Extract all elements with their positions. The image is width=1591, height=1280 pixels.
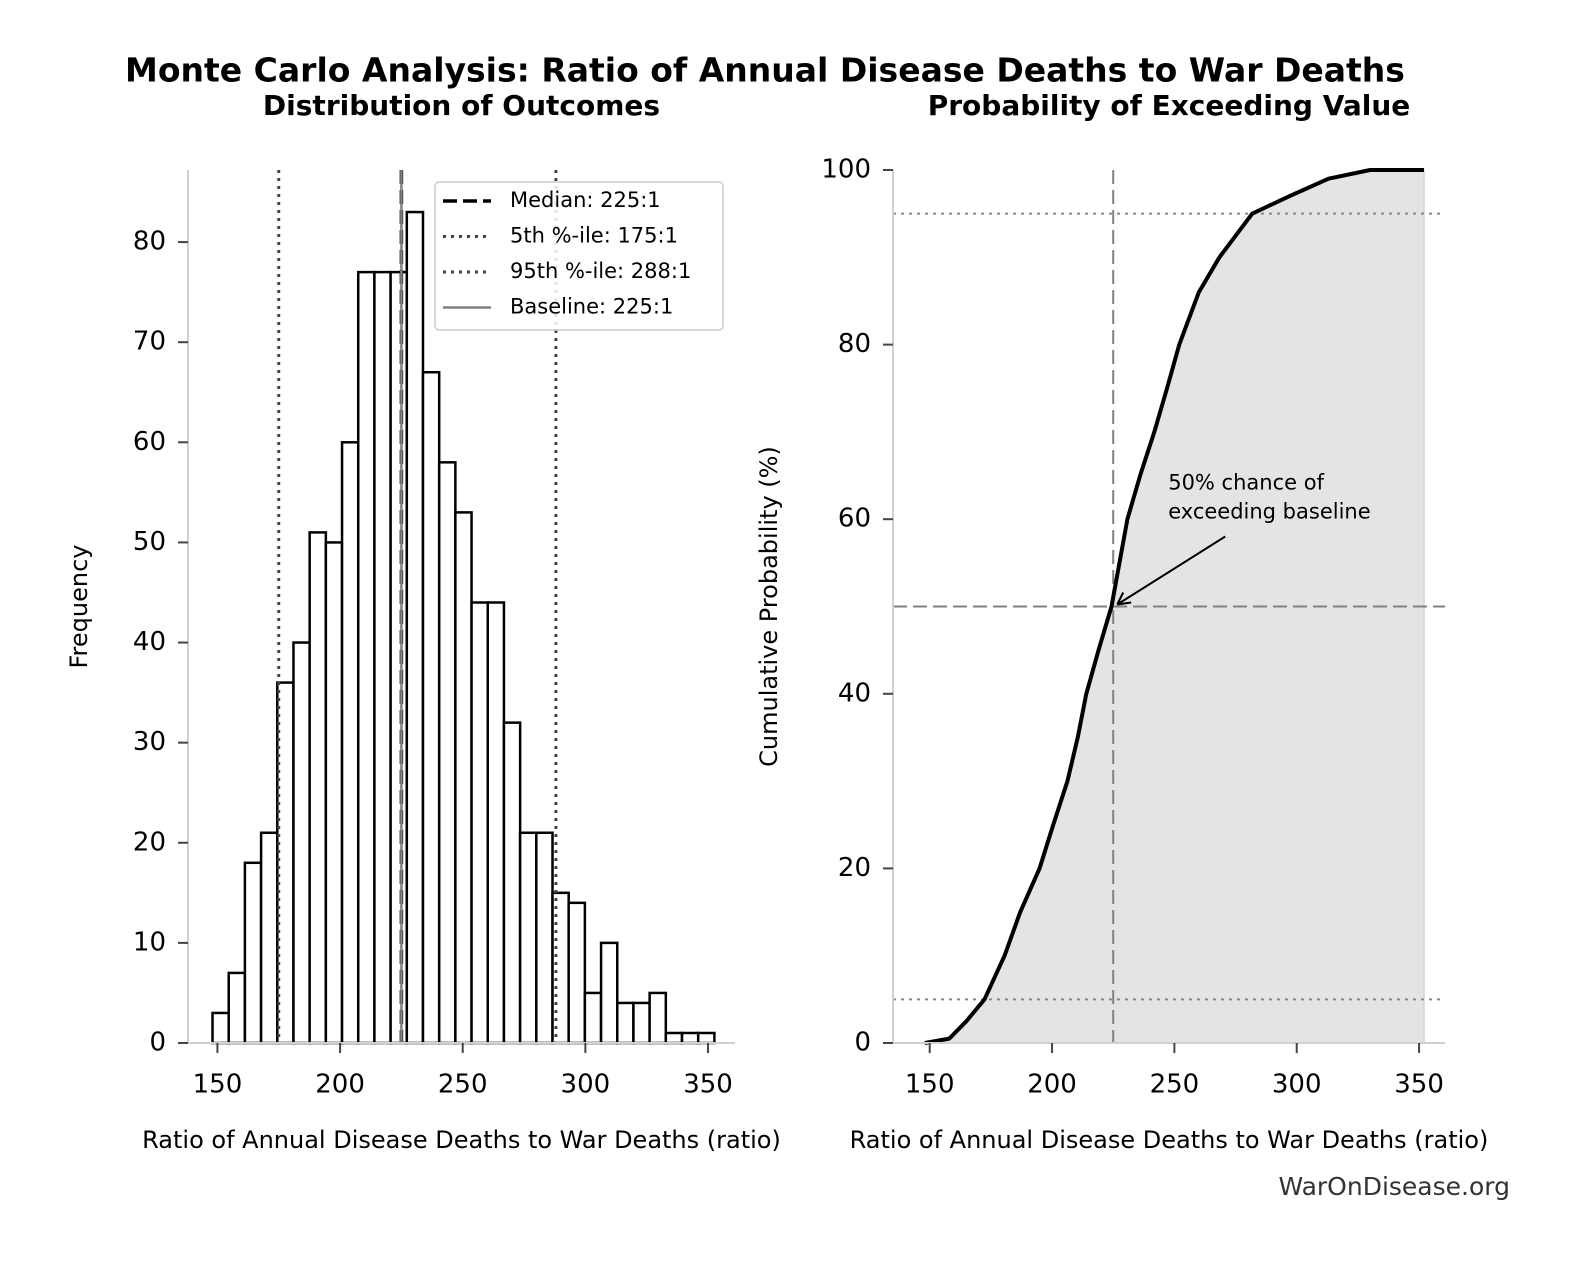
y-tick-label: 100 — [821, 155, 871, 185]
y-tick-label: 60 — [838, 504, 871, 534]
bar — [632, 1001, 651, 1045]
legend-box — [434, 181, 724, 331]
bar — [518, 831, 538, 1045]
legend-label: Median: 225:1 — [510, 188, 661, 212]
y-tick-label: 20 — [838, 853, 871, 883]
bar — [470, 601, 489, 1045]
bar — [502, 721, 522, 1045]
x-tick-label: 250 — [438, 1070, 488, 1100]
bar — [616, 1001, 635, 1045]
y-tick-label: 50 — [133, 527, 166, 557]
annotation-text: exceeding baseline — [1168, 500, 1370, 524]
subplot-title: Probability of Exceeding Value — [928, 89, 1411, 122]
y-tick-label: 0 — [854, 1028, 871, 1058]
x-tick-label: 350 — [1394, 1070, 1444, 1100]
bar — [486, 601, 506, 1045]
bar — [259, 831, 279, 1045]
bar — [599, 941, 619, 1045]
y-tick-label: 40 — [133, 627, 166, 657]
bar — [324, 541, 344, 1045]
x-tick-label: 200 — [1027, 1070, 1077, 1100]
bar — [680, 1031, 700, 1045]
bar — [308, 531, 328, 1045]
bar — [405, 210, 425, 1045]
y-tick-label: 40 — [838, 678, 871, 708]
bar — [583, 991, 603, 1045]
annotation-arrow — [1116, 535, 1226, 606]
x-axis-label: Ratio of Annual Disease Deaths to War De… — [850, 1126, 1489, 1154]
x-tick-label: 250 — [1150, 1070, 1200, 1100]
bar — [421, 370, 441, 1045]
bar — [696, 1031, 716, 1045]
bar — [664, 1031, 684, 1045]
annotation-text: 50% chance of — [1168, 471, 1324, 495]
annotation-arrowhead — [1116, 592, 1132, 606]
y-axis-label: Frequency — [65, 545, 93, 669]
bar — [454, 511, 473, 1045]
y-tick-label: 30 — [133, 727, 166, 757]
legend-label: 95th %-ile: 288:1 — [510, 259, 691, 283]
bar — [648, 991, 668, 1045]
subplot-title: Distribution of Outcomes — [263, 89, 660, 122]
x-tick-label: 300 — [561, 1070, 611, 1100]
bar — [243, 861, 263, 1045]
legend-label: 5th %-ile: 175:1 — [510, 224, 678, 248]
bar — [292, 641, 311, 1045]
y-tick-label: 80 — [133, 227, 166, 257]
x-axis-label: Ratio of Annual Disease Deaths to War De… — [142, 1126, 781, 1154]
figure-title: Monte Carlo Analysis: Ratio of Annual Di… — [125, 51, 1405, 90]
bar — [567, 901, 587, 1045]
x-tick-label: 200 — [315, 1070, 365, 1100]
y-tick-label: 80 — [838, 329, 871, 359]
bar — [373, 270, 392, 1045]
bar — [227, 971, 247, 1045]
y-tick-label: 70 — [133, 327, 166, 357]
bar — [437, 461, 457, 1045]
x-tick-label: 350 — [683, 1070, 733, 1100]
y-axis-label: Cumulative Probability (%) — [755, 446, 783, 767]
x-tick-label: 150 — [193, 1070, 243, 1100]
y-tick-label: 60 — [133, 427, 166, 457]
y-tick-label: 0 — [149, 1028, 166, 1058]
bar — [340, 441, 360, 1045]
bar — [535, 831, 554, 1045]
bar — [389, 270, 409, 1045]
cdf-line — [924, 168, 1424, 1045]
source: WarOnDisease.org — [1278, 1172, 1510, 1201]
y-tick-label: 20 — [133, 827, 166, 857]
bar — [356, 270, 376, 1045]
y-tick-label: 10 — [133, 927, 166, 957]
legend-label: Baseline: 225:1 — [510, 295, 673, 319]
x-tick-label: 300 — [1272, 1070, 1322, 1100]
x-tick-label: 150 — [905, 1070, 955, 1100]
bar — [211, 1011, 230, 1045]
